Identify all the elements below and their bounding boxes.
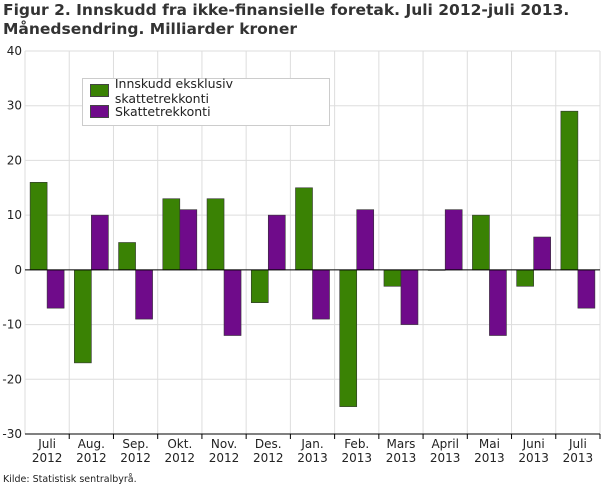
x-tick-label: Mars [387,437,416,451]
legend: Innskudd eksklusiv skattetrekkonti Skatt… [82,76,330,126]
x-tick-label: Juni [522,437,545,451]
y-tick-label: -30 [2,427,22,441]
bar [472,214,490,271]
bar [383,269,402,287]
bar [267,214,286,271]
bar [312,269,330,320]
legend-item: Skattetrekkonti [90,102,329,121]
x-tick-label: Jan. [300,437,323,451]
x-tick-label: Mai [479,437,500,451]
x-tick-label: 2013 [518,451,549,465]
y-tick-label: 30 [7,99,22,113]
x-tick-label: 2013 [474,451,505,465]
title-line-2: Månedsendring. Milliarder kroner [3,20,297,38]
bar [74,269,92,364]
x-tick-label: 2012 [165,451,196,465]
y-tick-label: 20 [7,153,22,167]
x-tick-label: 2012 [253,451,284,465]
x-tick-label: Sep. [122,437,148,451]
y-tick-label: -10 [2,318,22,332]
legend-label: Innskudd eksklusiv skattetrekkonti [114,75,233,106]
x-tick-label: 2013 [430,451,461,465]
bar [223,269,242,336]
x-tick-label: Juli [568,437,587,451]
bar [577,269,596,309]
x-tick-label: April [431,437,458,451]
legend-swatch [90,105,109,118]
x-tick-label: 2012 [32,451,63,465]
legend-item: Innskudd eksklusiv skattetrekkonti [90,76,329,106]
x-tick-label: 2013 [563,451,594,465]
bar [29,182,48,271]
bar [162,198,181,271]
bar [250,269,269,303]
x-tick-label: 2012 [209,451,240,465]
bar [400,269,419,325]
x-tick-label: Juli [37,437,56,451]
bar [295,187,313,271]
x-tick-label: 2013 [341,451,372,465]
bar [339,269,358,407]
bar [206,198,225,271]
x-tick-label: 2012 [120,451,151,465]
y-tick-label: 40 [7,44,22,58]
bar [135,269,153,320]
chart-title: Figur 2. Innskudd fra ikke-finansielle f… [3,1,603,39]
bar [489,269,507,336]
x-tick-label: Okt. [167,437,192,451]
bar [91,214,109,271]
x-tick-label: 2012 [76,451,107,465]
y-tick-label: -20 [2,372,22,386]
x-tick-label: 2013 [386,451,417,465]
x-tick-label: Aug. [78,437,105,451]
y-tick-label: 10 [7,208,22,222]
bar [533,236,551,271]
x-tick-label: Feb. [344,437,369,451]
source-note: Kilde: Statistisk sentralbyrå. [3,474,137,485]
title-line-1: Figur 2. Innskudd fra ikke-finansielle f… [3,1,570,19]
bar [46,269,65,309]
legend-label: Skattetrekkonti [115,104,211,119]
x-tick-label: 2013 [297,451,328,465]
bar [560,110,579,271]
bar [356,209,375,271]
x-tick-label: Nov. [211,437,237,451]
legend-swatch [90,84,109,97]
bar [444,209,463,271]
x-tick-label: Des. [255,437,282,451]
y-tick-label: 0 [14,263,22,277]
bar [118,242,136,271]
bar [516,269,534,287]
bar [179,209,198,271]
